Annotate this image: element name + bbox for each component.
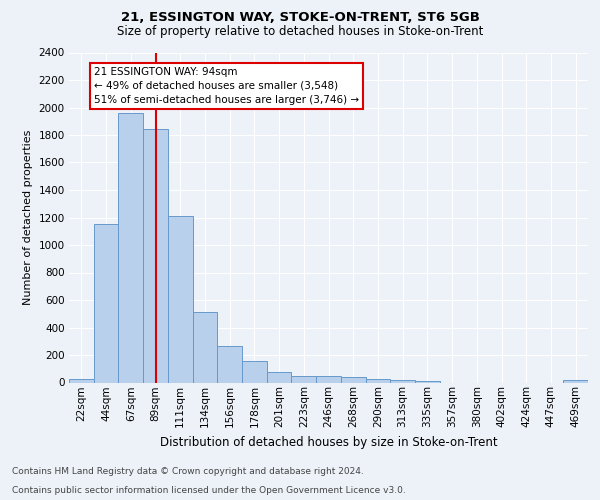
Bar [168, 216, 193, 382]
Bar [563, 380, 588, 382]
Text: Contains HM Land Registry data © Crown copyright and database right 2024.: Contains HM Land Registry data © Crown c… [12, 467, 364, 476]
Text: Size of property relative to detached houses in Stoke-on-Trent: Size of property relative to detached ho… [117, 25, 483, 38]
Bar [292, 376, 316, 382]
X-axis label: Distribution of detached houses by size in Stoke-on-Trent: Distribution of detached houses by size … [160, 436, 497, 448]
Bar [118, 113, 143, 382]
Bar [94, 224, 118, 382]
Text: 21, ESSINGTON WAY, STOKE-ON-TRENT, ST6 5GB: 21, ESSINGTON WAY, STOKE-ON-TRENT, ST6 5… [121, 11, 479, 24]
Bar [217, 346, 242, 383]
Text: Contains public sector information licensed under the Open Government Licence v3: Contains public sector information licen… [12, 486, 406, 495]
Bar [341, 377, 365, 382]
Bar [69, 378, 94, 382]
Bar [365, 380, 390, 382]
Bar [316, 376, 341, 382]
Bar [193, 312, 217, 382]
Bar [390, 380, 415, 382]
Bar [267, 372, 292, 382]
Y-axis label: Number of detached properties: Number of detached properties [23, 130, 33, 305]
Text: 21 ESSINGTON WAY: 94sqm
← 49% of detached houses are smaller (3,548)
51% of semi: 21 ESSINGTON WAY: 94sqm ← 49% of detache… [94, 67, 359, 105]
Bar [143, 130, 168, 382]
Bar [415, 380, 440, 382]
Bar [242, 361, 267, 382]
